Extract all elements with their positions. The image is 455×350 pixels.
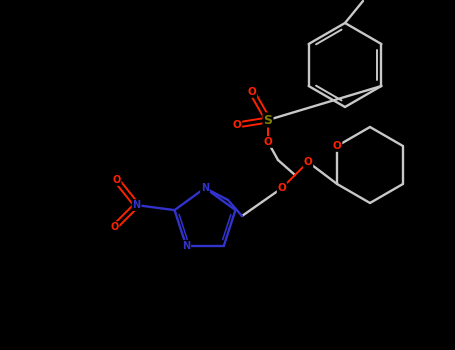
Text: O: O: [333, 141, 341, 151]
Text: O: O: [263, 137, 273, 147]
Text: O: O: [233, 120, 241, 130]
Text: O: O: [278, 183, 286, 193]
Text: N: N: [201, 183, 209, 193]
Text: N: N: [182, 241, 190, 251]
Text: N: N: [132, 200, 141, 210]
Text: O: O: [248, 87, 256, 97]
Text: O: O: [112, 175, 121, 185]
Text: O: O: [111, 222, 119, 232]
Text: O: O: [303, 157, 313, 167]
Text: S: S: [263, 113, 273, 126]
